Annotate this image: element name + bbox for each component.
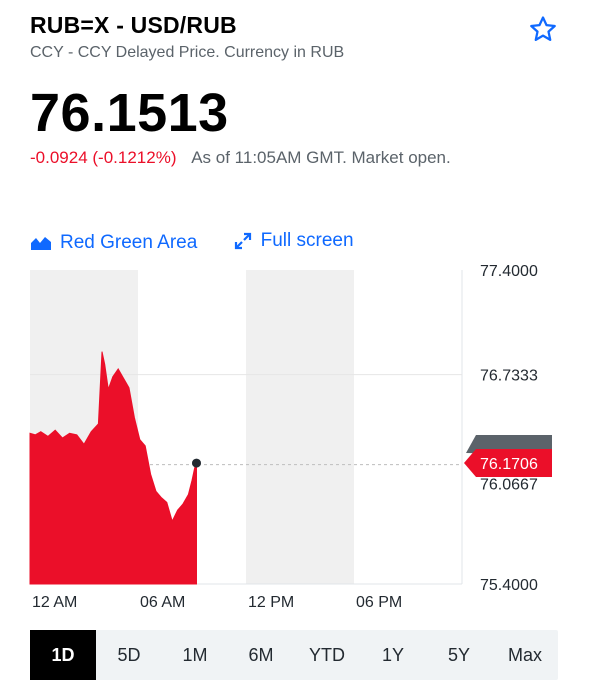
x-tick-label: 06 PM xyxy=(356,594,402,611)
chart-type-button[interactable]: Red Green Area xyxy=(30,230,197,256)
fullscreen-button[interactable]: Full screen xyxy=(233,228,354,254)
range-tab-1m[interactable]: 1M xyxy=(182,644,208,665)
price-chart-svg[interactable]: 77.4000 76.7333 75.4000 76.0667 76.1706 12 AM… xyxy=(0,0,590,620)
range-tab-ytd[interactable]: YTD xyxy=(309,644,345,665)
y-tick-label: 77.4000 xyxy=(480,263,538,280)
fullscreen-label: Full screen xyxy=(260,230,354,251)
star-icon[interactable] xyxy=(528,14,558,44)
chart-controls: Red Green Area Full screen xyxy=(30,228,384,259)
x-tick-label: 12 PM xyxy=(248,594,294,611)
price-area xyxy=(29,351,197,585)
current-price-tag-label: 76.1706 xyxy=(480,456,538,473)
range-tab-6m[interactable]: 6M xyxy=(248,644,274,665)
y-tick-label: 75.4000 xyxy=(480,577,538,594)
range-tab-5y[interactable]: 5Y xyxy=(447,644,471,665)
expand-icon xyxy=(234,232,251,250)
y-tick-label-occluded: 76.0667 xyxy=(480,476,538,493)
price-change: -0.0924 (-0.1212%) xyxy=(30,148,177,167)
last-price-dot xyxy=(192,458,201,468)
range-tab-5d[interactable]: 5D xyxy=(117,644,141,665)
current-price-tag xyxy=(464,449,552,478)
session-band xyxy=(246,270,354,584)
range-tab-1y[interactable]: 1Y xyxy=(381,644,405,665)
y-tick-label: 76.7333 xyxy=(480,368,538,385)
price-chart: 77.4000 76.7333 75.4000 76.0667 76.1706 12 AM… xyxy=(0,0,590,620)
range-selector: 1D 5D 1M 6M YTD 1Y 5Y Max xyxy=(30,630,558,680)
area-chart-icon xyxy=(31,237,51,250)
range-tab-max[interactable]: Max xyxy=(507,644,542,665)
current-price: 76.1513 xyxy=(30,83,229,143)
x-tick-label: 06 AM xyxy=(140,594,185,611)
x-tick-label: 12 AM xyxy=(32,594,77,611)
symbol-title: RUB=X - USD/RUB xyxy=(30,12,237,38)
chart-type-label: Red Green Area xyxy=(60,232,198,253)
range-tab-1d[interactable]: 1D xyxy=(30,630,96,680)
quote-subtitle: CCY - CCY Delayed Price. Currency in RUB xyxy=(30,44,345,61)
quote-header: RUB=X - USD/RUB CCY - CCY Delayed Price.… xyxy=(30,10,560,64)
quote-timestamp: As of 11:05AM GMT. Market open. xyxy=(191,148,451,167)
price-change-row: -0.0924 (-0.1212%) As of 11:05AM GMT. Ma… xyxy=(30,146,451,170)
